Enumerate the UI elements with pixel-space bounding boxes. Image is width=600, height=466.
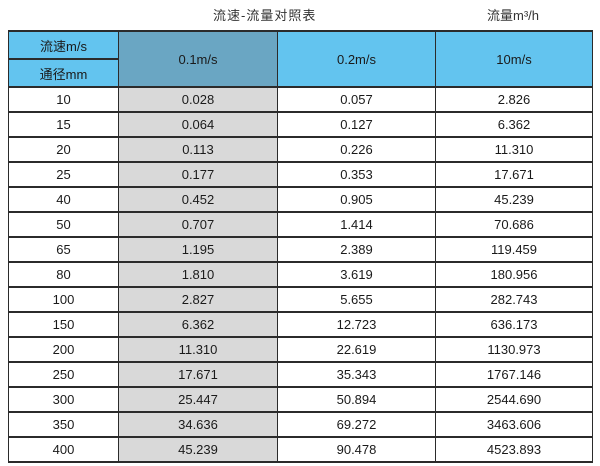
value-cell-0-1ms: 34.636 bbox=[118, 411, 278, 438]
table-body: 10 0.028 0.057 2.826 15 0.064 0.127 6.36… bbox=[8, 86, 593, 463]
flow-rate-table: 流速m/s 0.1m/s 0.2m/s 10m/s 通径mm 10 0.028 … bbox=[8, 30, 593, 463]
value-cell-0-1ms: 6.362 bbox=[118, 311, 278, 338]
value-cell-10ms: 3463.606 bbox=[435, 411, 593, 438]
value-cell-0-2ms: 0.226 bbox=[277, 136, 436, 163]
table-row: 65 1.195 2.389 119.459 bbox=[8, 236, 593, 263]
table-row: 50 0.707 1.414 70.686 bbox=[8, 211, 593, 238]
diameter-cell: 80 bbox=[8, 261, 119, 288]
diameter-cell: 100 bbox=[8, 286, 119, 313]
value-cell-10ms: 636.173 bbox=[435, 311, 593, 338]
value-cell-0-2ms: 90.478 bbox=[277, 436, 436, 463]
table-row: 10 0.028 0.057 2.826 bbox=[8, 86, 593, 113]
diameter-cell: 150 bbox=[8, 311, 119, 338]
value-cell-10ms: 2.826 bbox=[435, 86, 593, 113]
value-cell-0-1ms: 11.310 bbox=[118, 336, 278, 363]
header-diameter-label: 通径mm bbox=[8, 58, 119, 88]
value-cell-10ms: 1130.973 bbox=[435, 336, 593, 363]
value-cell-10ms: 180.956 bbox=[435, 261, 593, 288]
diameter-cell: 10 bbox=[8, 86, 119, 113]
value-cell-0-1ms: 2.827 bbox=[118, 286, 278, 313]
diameter-cell: 15 bbox=[8, 111, 119, 138]
value-cell-0-1ms: 0.064 bbox=[118, 111, 278, 138]
table-row: 150 6.362 12.723 636.173 bbox=[8, 311, 593, 338]
table-row: 400 45.239 90.478 4523.893 bbox=[8, 436, 593, 463]
value-cell-0-2ms: 0.905 bbox=[277, 186, 436, 213]
value-cell-0-2ms: 50.894 bbox=[277, 386, 436, 413]
header-col-0-1ms: 0.1m/s bbox=[118, 30, 278, 88]
value-cell-10ms: 17.671 bbox=[435, 161, 593, 188]
value-cell-0-2ms: 69.272 bbox=[277, 411, 436, 438]
value-cell-10ms: 45.239 bbox=[435, 186, 593, 213]
value-cell-0-1ms: 17.671 bbox=[118, 361, 278, 388]
value-cell-10ms: 119.459 bbox=[435, 236, 593, 263]
value-cell-10ms: 11.310 bbox=[435, 136, 593, 163]
header-col-0-2ms: 0.2m/s bbox=[277, 30, 436, 88]
value-cell-10ms: 2544.690 bbox=[435, 386, 593, 413]
diameter-cell: 300 bbox=[8, 386, 119, 413]
table-row: 40 0.452 0.905 45.239 bbox=[8, 186, 593, 213]
page-title: 流速-流量对照表 bbox=[213, 8, 317, 23]
header-velocity-label: 流速m/s bbox=[8, 30, 119, 60]
diameter-cell: 200 bbox=[8, 336, 119, 363]
value-cell-0-1ms: 1.195 bbox=[118, 236, 278, 263]
value-cell-0-1ms: 0.452 bbox=[118, 186, 278, 213]
table-row: 20 0.113 0.226 11.310 bbox=[8, 136, 593, 163]
table-row: 200 11.310 22.619 1130.973 bbox=[8, 336, 593, 363]
header-col-10ms: 10m/s bbox=[435, 30, 593, 88]
value-cell-0-2ms: 12.723 bbox=[277, 311, 436, 338]
table-row: 25 0.177 0.353 17.671 bbox=[8, 161, 593, 188]
value-cell-0-2ms: 35.343 bbox=[277, 361, 436, 388]
table-header: 流速m/s 0.1m/s 0.2m/s 10m/s 通径mm bbox=[8, 30, 593, 88]
value-cell-0-1ms: 45.239 bbox=[118, 436, 278, 463]
value-cell-0-2ms: 3.619 bbox=[277, 261, 436, 288]
table-row: 80 1.810 3.619 180.956 bbox=[8, 261, 593, 288]
diameter-cell: 350 bbox=[8, 411, 119, 438]
table-row: 300 25.447 50.894 2544.690 bbox=[8, 386, 593, 413]
diameter-cell: 50 bbox=[8, 211, 119, 238]
value-cell-10ms: 282.743 bbox=[435, 286, 593, 313]
table-caption-bar: 流速-流量对照表 流量m³/h bbox=[0, 0, 600, 30]
value-cell-0-1ms: 0.028 bbox=[118, 86, 278, 113]
table-row: 250 17.671 35.343 1767.146 bbox=[8, 361, 593, 388]
diameter-cell: 65 bbox=[8, 236, 119, 263]
value-cell-0-1ms: 0.113 bbox=[118, 136, 278, 163]
value-cell-0-2ms: 2.389 bbox=[277, 236, 436, 263]
diameter-cell: 250 bbox=[8, 361, 119, 388]
diameter-cell: 400 bbox=[8, 436, 119, 463]
value-cell-0-2ms: 22.619 bbox=[277, 336, 436, 363]
value-cell-0-1ms: 25.447 bbox=[118, 386, 278, 413]
value-cell-0-2ms: 0.127 bbox=[277, 111, 436, 138]
diameter-cell: 40 bbox=[8, 186, 119, 213]
value-cell-0-2ms: 1.414 bbox=[277, 211, 436, 238]
value-cell-0-2ms: 0.353 bbox=[277, 161, 436, 188]
value-cell-10ms: 4523.893 bbox=[435, 436, 593, 463]
value-cell-10ms: 1767.146 bbox=[435, 361, 593, 388]
value-cell-0-1ms: 0.707 bbox=[118, 211, 278, 238]
table-row: 15 0.064 0.127 6.362 bbox=[8, 111, 593, 138]
value-cell-10ms: 70.686 bbox=[435, 211, 593, 238]
value-cell-10ms: 6.362 bbox=[435, 111, 593, 138]
value-cell-0-1ms: 0.177 bbox=[118, 161, 278, 188]
diameter-cell: 20 bbox=[8, 136, 119, 163]
value-cell-0-1ms: 1.810 bbox=[118, 261, 278, 288]
header-row-diameter: 通径mm bbox=[8, 58, 593, 88]
diameter-cell: 25 bbox=[8, 161, 119, 188]
header-row-velocity: 流速m/s 0.1m/s 0.2m/s 10m/s bbox=[8, 30, 593, 88]
flow-unit-label: 流量m³/h bbox=[487, 8, 540, 23]
value-cell-0-2ms: 0.057 bbox=[277, 86, 436, 113]
table-row: 350 34.636 69.272 3463.606 bbox=[8, 411, 593, 438]
table-row: 100 2.827 5.655 282.743 bbox=[8, 286, 593, 313]
value-cell-0-2ms: 5.655 bbox=[277, 286, 436, 313]
